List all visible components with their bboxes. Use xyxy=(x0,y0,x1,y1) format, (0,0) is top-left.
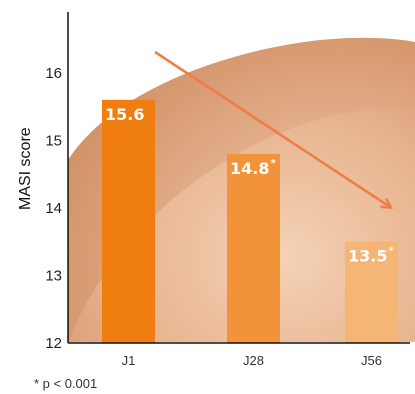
bar xyxy=(102,99,155,343)
trend-arrow xyxy=(154,50,390,207)
bar-value-label: 15.6 xyxy=(105,105,144,124)
y-tick-label: 16 xyxy=(45,65,62,82)
significance-mark: * xyxy=(270,158,276,169)
footnote: * p < 0.001 xyxy=(34,376,98,391)
bar xyxy=(227,153,280,343)
y-tick-label: 12 xyxy=(45,335,62,352)
significance-mark: * xyxy=(388,246,394,257)
x-category-label: J1 xyxy=(122,353,136,368)
y-axis-label: MASI score xyxy=(17,127,34,210)
y-ticks-group: 12 13 14 15 16 xyxy=(45,65,62,352)
bar-value-label: 13.5 xyxy=(348,247,387,266)
x-category-label: J56 xyxy=(361,353,382,368)
bar-value-label: 14.8 xyxy=(230,159,269,178)
bar xyxy=(345,241,398,343)
y-tick-label: 14 xyxy=(45,200,62,217)
y-tick-label: 15 xyxy=(45,132,62,149)
y-tick-label: 13 xyxy=(45,267,62,284)
x-category-label: J28 xyxy=(243,353,264,368)
